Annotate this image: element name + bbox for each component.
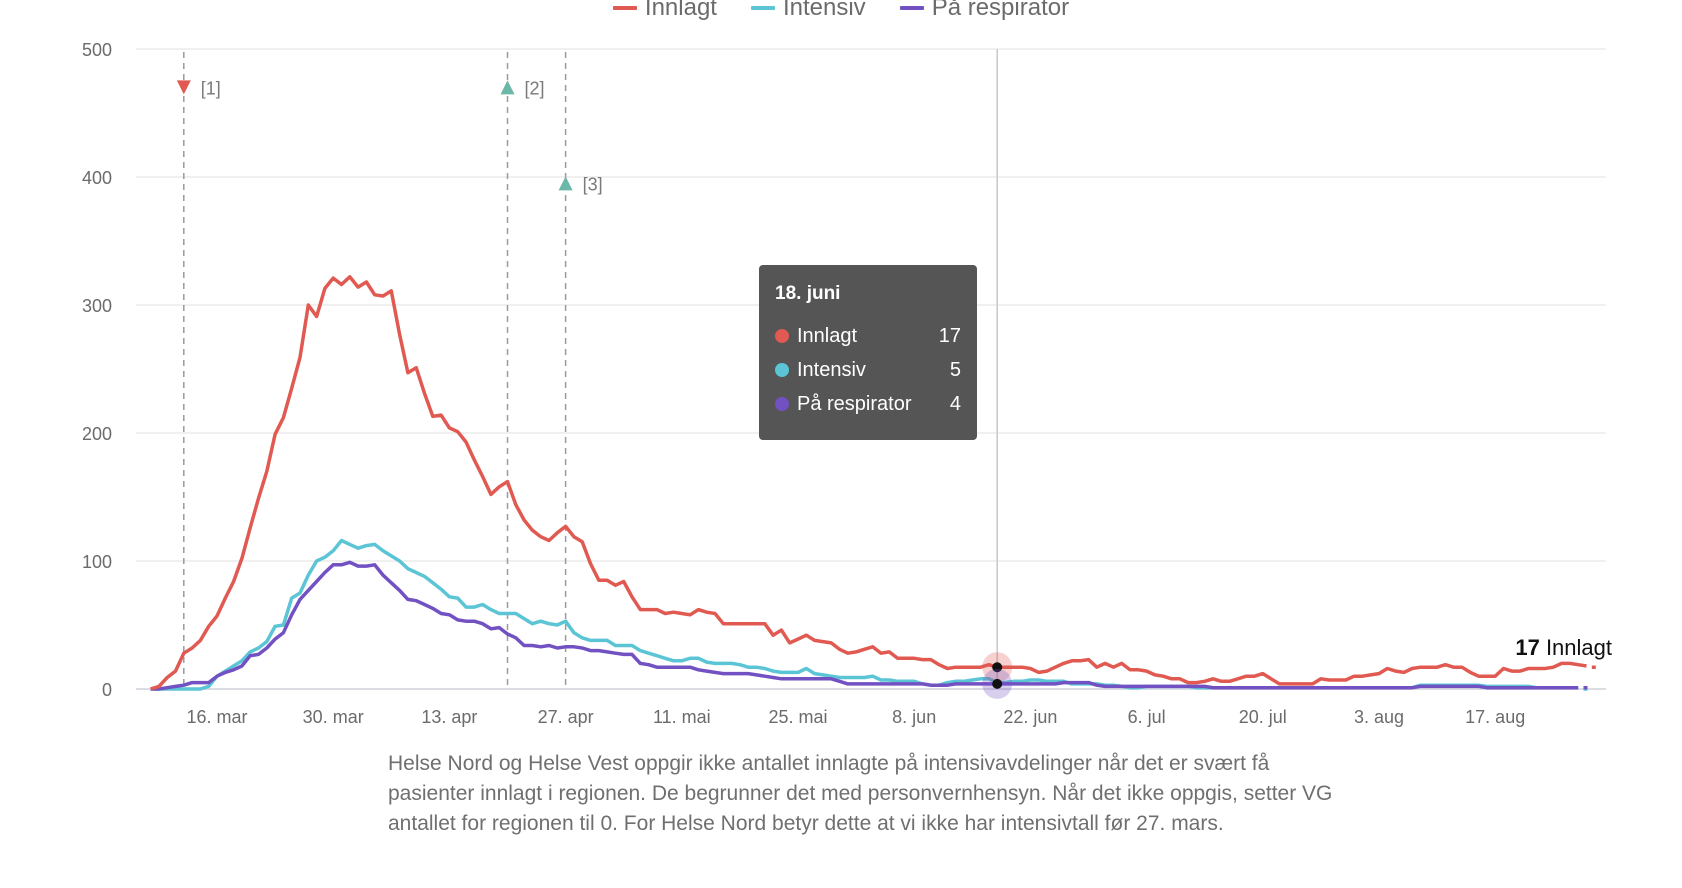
x-axis-ticks: 16. mar 30. mar 13. apr 27. apr 11. mai 25. m… — [186, 707, 1525, 727]
tooltip: 18. juni Innlagt 17 Intensiv 5 På respir… — [759, 265, 977, 440]
tooltip-value: 17 — [938, 324, 961, 347]
legend-item-respirator[interactable]: På respirator — [899, 0, 1070, 22]
y-axis-ticks: 0 100 200 300 400 500 — [82, 40, 112, 700]
tooltip-date: 18. juni — [775, 283, 841, 304]
tooltip-row-respirator: På respirator 4 — [775, 387, 961, 421]
series-lines — [150, 275, 1596, 691]
series-line-pa-respirator — [150, 560, 1579, 691]
x-tick-label: 13. apr — [421, 707, 477, 727]
tooltip-row-intensiv: Intensiv 5 — [775, 353, 961, 387]
chart-caption: Helse Nord og Helse Vest oppgir ikke ant… — [388, 752, 1333, 835]
legend-label: Innlagt — [644, 0, 717, 21]
tooltip-row-innlagt: Innlagt 17 — [775, 319, 961, 353]
legend-label: På respirator — [931, 0, 1070, 21]
legend-label: Intensiv — [782, 0, 866, 21]
x-tick-label: 17. aug — [1465, 707, 1525, 727]
tooltip-label: Innlagt — [797, 324, 858, 347]
x-tick-label: 20. jul — [1239, 707, 1287, 727]
x-tick-label: 3. aug — [1354, 707, 1404, 727]
legend-item-innlagt[interactable]: Innlagt — [612, 0, 717, 22]
triangle-up-icon — [500, 80, 515, 95]
hover-points — [982, 652, 1013, 699]
y-tick-label: 400 — [82, 168, 112, 188]
y-tick-label: 200 — [82, 424, 112, 444]
tooltip-value: 5 — [949, 358, 961, 381]
x-tick-label: 11. mai — [653, 707, 711, 727]
legend-swatch — [899, 6, 924, 10]
legend-item-intensiv[interactable]: Intensiv — [750, 0, 866, 22]
dot-icon — [775, 363, 789, 377]
annotation-label: [2] — [525, 78, 545, 98]
end-series-name: Innlagt — [1545, 635, 1612, 660]
legend-swatch — [612, 6, 637, 10]
x-tick-label: 25. mai — [768, 707, 827, 727]
x-tick-label: 27. apr — [538, 707, 594, 727]
dot-icon — [775, 329, 789, 343]
annotations: [1] [2] [3] — [176, 52, 603, 689]
y-tick-label: 100 — [82, 552, 112, 572]
triangle-up-icon — [558, 176, 573, 191]
tooltip-label: Intensiv — [797, 358, 866, 381]
chart: 0 100 200 300 400 500 16. mar 30. mar 13. apr 27… — [82, 40, 1606, 727]
series-line-innlagt — [150, 275, 1587, 691]
legend: Innlagt Intensiv På respirator — [0, 0, 1682, 22]
series-line-intensiv — [150, 538, 1579, 691]
y-tick-label: 300 — [82, 296, 112, 316]
x-tick-label: 6. jul — [1128, 707, 1166, 727]
annotation-label: [3] — [583, 174, 603, 194]
x-tick-label: 8. jun — [892, 707, 936, 727]
end-value-label: 17 Innlagt — [1480, 635, 1612, 661]
hover-point — [992, 678, 1003, 689]
hover-point — [992, 662, 1003, 673]
x-tick-label: 16. mar — [186, 707, 247, 727]
annotation-label: [1] — [201, 78, 221, 98]
tooltip-label: På respirator — [797, 392, 912, 415]
y-tick-label: 500 — [82, 40, 112, 60]
y-tick-label: 0 — [102, 680, 112, 700]
legend-swatch — [750, 6, 775, 10]
x-tick-label: 22. jun — [1003, 707, 1057, 727]
x-tick-label: 30. mar — [303, 707, 364, 727]
end-value: 17 — [1515, 635, 1540, 660]
tooltip-value: 4 — [949, 392, 961, 415]
dot-icon — [775, 397, 789, 411]
triangle-down-icon — [176, 80, 191, 95]
